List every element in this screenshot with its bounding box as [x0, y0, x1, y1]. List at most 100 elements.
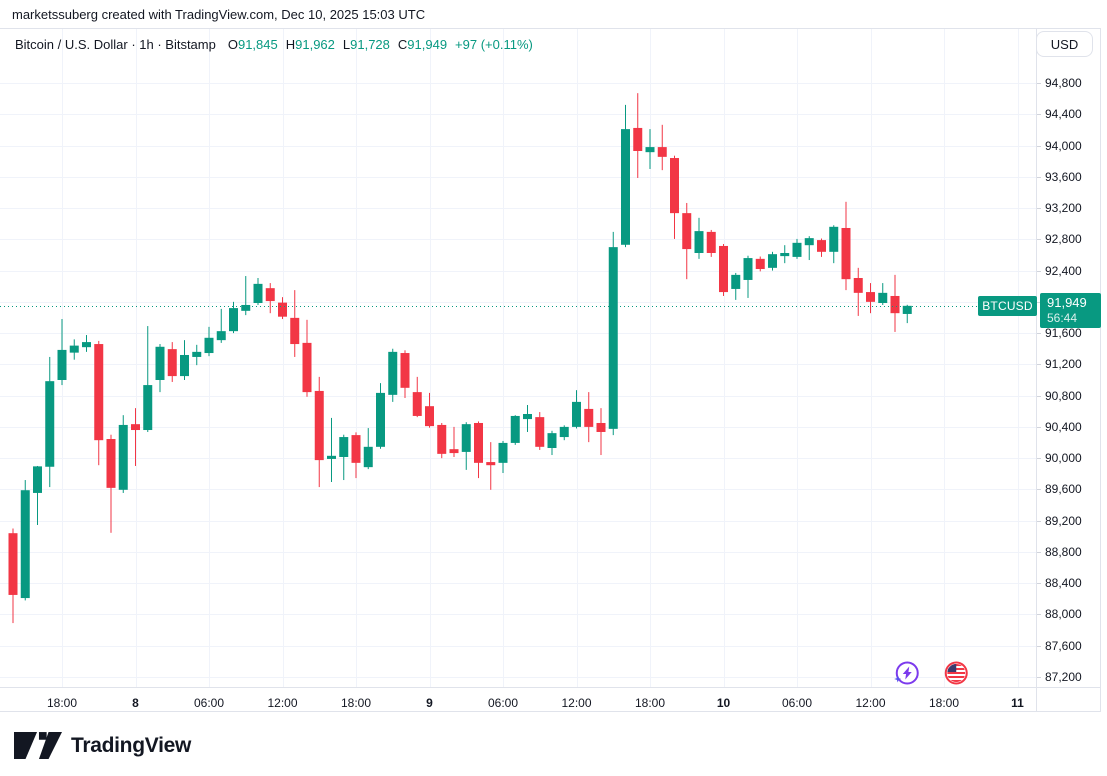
candle-up	[204, 337, 214, 354]
candle-down	[682, 213, 692, 250]
time-tick-label: 10	[716, 696, 731, 710]
panel-borders	[0, 28, 1101, 712]
candle-down	[535, 417, 545, 447]
candle-up	[902, 305, 912, 314]
price-tick-label: 90,400	[1045, 419, 1082, 434]
candle-wick	[343, 434, 345, 481]
candle-up	[498, 442, 508, 463]
candle-down	[290, 317, 300, 345]
attribution-text: marketssuberg created with TradingView.c…	[12, 7, 426, 22]
candle-up	[645, 147, 655, 153]
time-tick-label: 12:00	[855, 696, 886, 710]
candle-up	[523, 413, 532, 420]
price-tick-label: 91,200	[1045, 357, 1082, 372]
candle-down	[400, 353, 410, 388]
price-line-symbol-badge: BTCUSD	[978, 295, 1037, 316]
price-tick-label: 87,600	[1045, 638, 1082, 653]
candle-wick	[220, 308, 222, 343]
price-tick-label: 89,600	[1045, 482, 1082, 497]
candle-wick	[147, 326, 149, 432]
time-tick-label: 9	[426, 696, 433, 710]
currency-usd-button[interactable]: USD	[1036, 31, 1093, 57]
flash-economic-event-icon[interactable]	[894, 661, 919, 685]
bar-close-countdown: 56:44	[1047, 310, 1078, 325]
candle-up	[694, 231, 704, 253]
candlestick-chart[interactable]	[0, 28, 1107, 712]
footer-branding[interactable]: TradingView	[14, 732, 191, 759]
candle-up	[547, 433, 557, 448]
candle-up	[45, 381, 55, 467]
price-tick-label: 88,800	[1045, 544, 1082, 559]
candle-down	[94, 344, 104, 441]
candle-up	[118, 424, 128, 490]
price-tick-label: 90,000	[1045, 451, 1082, 466]
candle-up	[829, 226, 839, 252]
candle-down	[449, 449, 459, 454]
price-axis[interactable]	[1037, 28, 1102, 687]
candle-up	[461, 424, 471, 452]
time-tick-label: 18:00	[928, 696, 960, 710]
candle-up	[743, 258, 753, 280]
candle-down	[584, 408, 594, 427]
candle-down	[890, 295, 900, 314]
price-tick-label: 93,200	[1045, 201, 1082, 216]
candle-up	[33, 466, 42, 493]
symbol-info-row: Bitcoin / U.S. Dollar · 1h · Bitstamp O9…	[15, 33, 533, 55]
candle-up	[363, 446, 373, 468]
ohlc-open: O91,845	[227, 36, 278, 52]
candle-down	[719, 245, 728, 293]
candle-down	[302, 342, 312, 393]
price-tick-label: 88,000	[1045, 607, 1082, 622]
candle-down	[853, 278, 863, 293]
candle-up	[608, 247, 618, 429]
symbol-description: Bitcoin / U.S. Dollar · 1h · Bitstamp	[15, 36, 216, 52]
candles	[8, 93, 912, 624]
time-tick-label: 06:00	[781, 696, 813, 710]
candle-up	[155, 346, 165, 380]
candle-up	[192, 351, 202, 357]
candle-up	[57, 349, 67, 380]
candle-down	[841, 227, 851, 280]
candle-up	[327, 455, 336, 459]
price-change: +97 (+0.11%)	[455, 36, 533, 52]
candle-up	[572, 401, 581, 427]
candle-down	[633, 127, 643, 151]
candle-down	[167, 349, 177, 377]
candle-down	[706, 231, 716, 253]
price-tick-label: 94,800	[1045, 76, 1082, 90]
time-tick-label: 12:00	[561, 696, 592, 710]
time-tick-label: 18:00	[634, 696, 666, 710]
candle-down	[670, 158, 679, 214]
candle-up	[388, 351, 398, 395]
candle-down	[351, 435, 361, 463]
candle-wick	[135, 408, 136, 466]
candle-wick	[331, 417, 332, 482]
time-tick-label: 18:00	[46, 696, 78, 710]
price-tick-label: 89,200	[1045, 513, 1082, 528]
candle-wick	[490, 442, 492, 490]
time-tick-label: 06:00	[487, 696, 519, 710]
candle-down	[278, 302, 287, 317]
candle-down	[437, 424, 447, 454]
candle-up	[253, 283, 263, 304]
price-tick-label: 92,800	[1045, 232, 1082, 247]
time-tick-label: 06:00	[193, 696, 225, 710]
time-axis[interactable]	[0, 687, 1037, 712]
candle-down	[131, 424, 140, 431]
candle-up	[339, 437, 349, 457]
price-tick-label: 93,600	[1045, 169, 1082, 184]
ohlc-high: H91,962	[285, 36, 335, 52]
candle-down	[474, 422, 483, 463]
candle-up	[229, 308, 238, 332]
candle-down	[8, 533, 18, 595]
candle-down	[657, 147, 667, 157]
us-flag-economic-event-icon[interactable]	[944, 661, 968, 685]
candle-down	[596, 422, 606, 432]
last-price-badge: 91,949 56:44	[1040, 292, 1101, 328]
candle-down	[106, 439, 116, 488]
price-tick-label: 88,400	[1045, 576, 1082, 591]
candle-wick	[245, 276, 247, 316]
candle-down	[412, 392, 422, 416]
time-tick-label: 11	[1011, 696, 1024, 710]
candle-up	[792, 242, 802, 257]
